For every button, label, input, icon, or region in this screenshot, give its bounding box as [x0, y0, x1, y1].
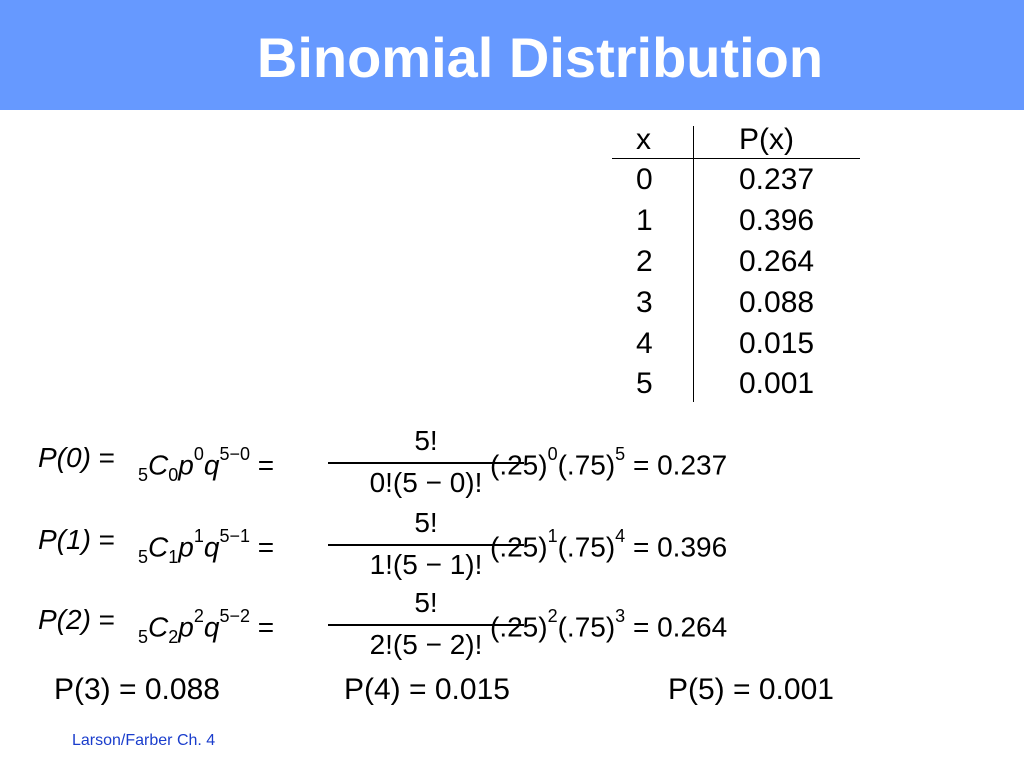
formula-fraction: 5! 2!(5 − 2)!	[328, 586, 524, 668]
fraction-denominator: 1!(5 − 1)!	[369, 549, 483, 580]
table-cell-px: 0.088	[739, 286, 815, 319]
header-divider	[612, 158, 860, 159]
probability-distribution-table: x P(x) 0 0.237 1 0.396 2 0.264 3 0.088 4…	[612, 118, 860, 404]
table-header-px: P(x)	[739, 123, 794, 156]
formula-lhs: P(0) =	[38, 442, 116, 473]
fraction-bar	[328, 624, 524, 626]
fraction-numerator: 5!	[414, 587, 438, 618]
formula-result: 0.396	[657, 531, 728, 563]
result-p3: P(3) = 0.088	[54, 673, 220, 706]
result-p5: P(5) = 0.001	[668, 673, 834, 706]
formula-lhs: P(2) =	[38, 604, 116, 635]
table-cell-x: 4	[636, 327, 653, 360]
table-cell-x: 0	[636, 163, 653, 196]
formula-powers: (.25)1(.75)4 = 0.396	[490, 526, 728, 563]
table-cell-px: 0.237	[739, 163, 815, 196]
formula-fraction: 5! 0!(5 − 0)!	[328, 424, 524, 506]
table-cell-x: 3	[636, 286, 653, 319]
formula-result: 0.264	[657, 611, 728, 643]
table-cell-px: 0.264	[739, 245, 815, 278]
fraction-bar	[328, 462, 524, 464]
table-cell-x: 1	[636, 204, 653, 237]
formula-powers: (.25)0(.75)5 = 0.237	[490, 444, 728, 481]
fraction-numerator: 5!	[414, 425, 438, 456]
result-p4: P(4) = 0.015	[344, 673, 510, 706]
table-cell-x: 5	[636, 367, 653, 400]
table-cell-px: 0.001	[739, 367, 815, 400]
formula-powers: (.25)2(.75)3 = 0.264	[490, 606, 728, 643]
formula-combination: 5C0p0q5−0 =	[138, 444, 275, 485]
fraction-denominator: 2!(5 − 2)!	[369, 629, 483, 660]
fraction-bar	[328, 544, 524, 546]
column-divider	[693, 126, 694, 402]
table-cell-px: 0.396	[739, 204, 815, 237]
formula-combination: 5C1p1q5−1 =	[138, 526, 275, 567]
title-banner: Binomial Distribution	[0, 0, 1024, 110]
fraction-numerator: 5!	[414, 507, 438, 538]
table-cell-px: 0.015	[739, 327, 815, 360]
footer-source: Larson/Farber Ch. 4	[72, 732, 216, 749]
table-header-x: x	[636, 123, 651, 156]
formula-combination: 5C2p2q5−2 =	[138, 606, 275, 647]
fraction-denominator: 0!(5 − 0)!	[369, 467, 483, 498]
formula-fraction: 5! 1!(5 − 1)!	[328, 506, 524, 588]
slide-title: Binomial Distribution	[256, 26, 824, 89]
formula-result: 0.237	[657, 449, 728, 481]
table-cell-x: 2	[636, 245, 653, 278]
formula-lhs: P(1) =	[38, 524, 116, 555]
